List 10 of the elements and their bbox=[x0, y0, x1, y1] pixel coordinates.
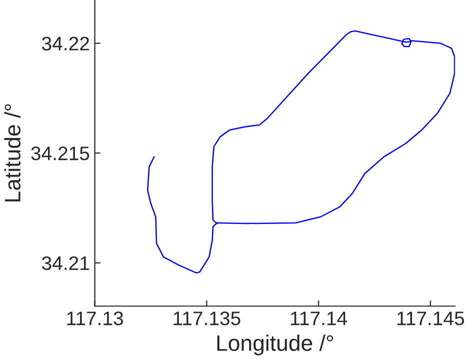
x-axis-title: Longitude /° bbox=[217, 334, 334, 356]
y-tick-label: 34.22 bbox=[42, 36, 89, 50]
x-tick-label: 117.145 bbox=[397, 312, 464, 326]
x-tick-label: 117.135 bbox=[174, 312, 240, 326]
line-series bbox=[146, 30, 456, 274]
x-tick-label: 117.13 bbox=[67, 312, 123, 326]
y-tick-label: 34.21 bbox=[42, 256, 89, 270]
y-tick-label: 34.215 bbox=[31, 146, 90, 160]
y-axis-title: Latitude /° bbox=[4, 104, 21, 202]
x-tick-label: 117.14 bbox=[291, 312, 348, 326]
